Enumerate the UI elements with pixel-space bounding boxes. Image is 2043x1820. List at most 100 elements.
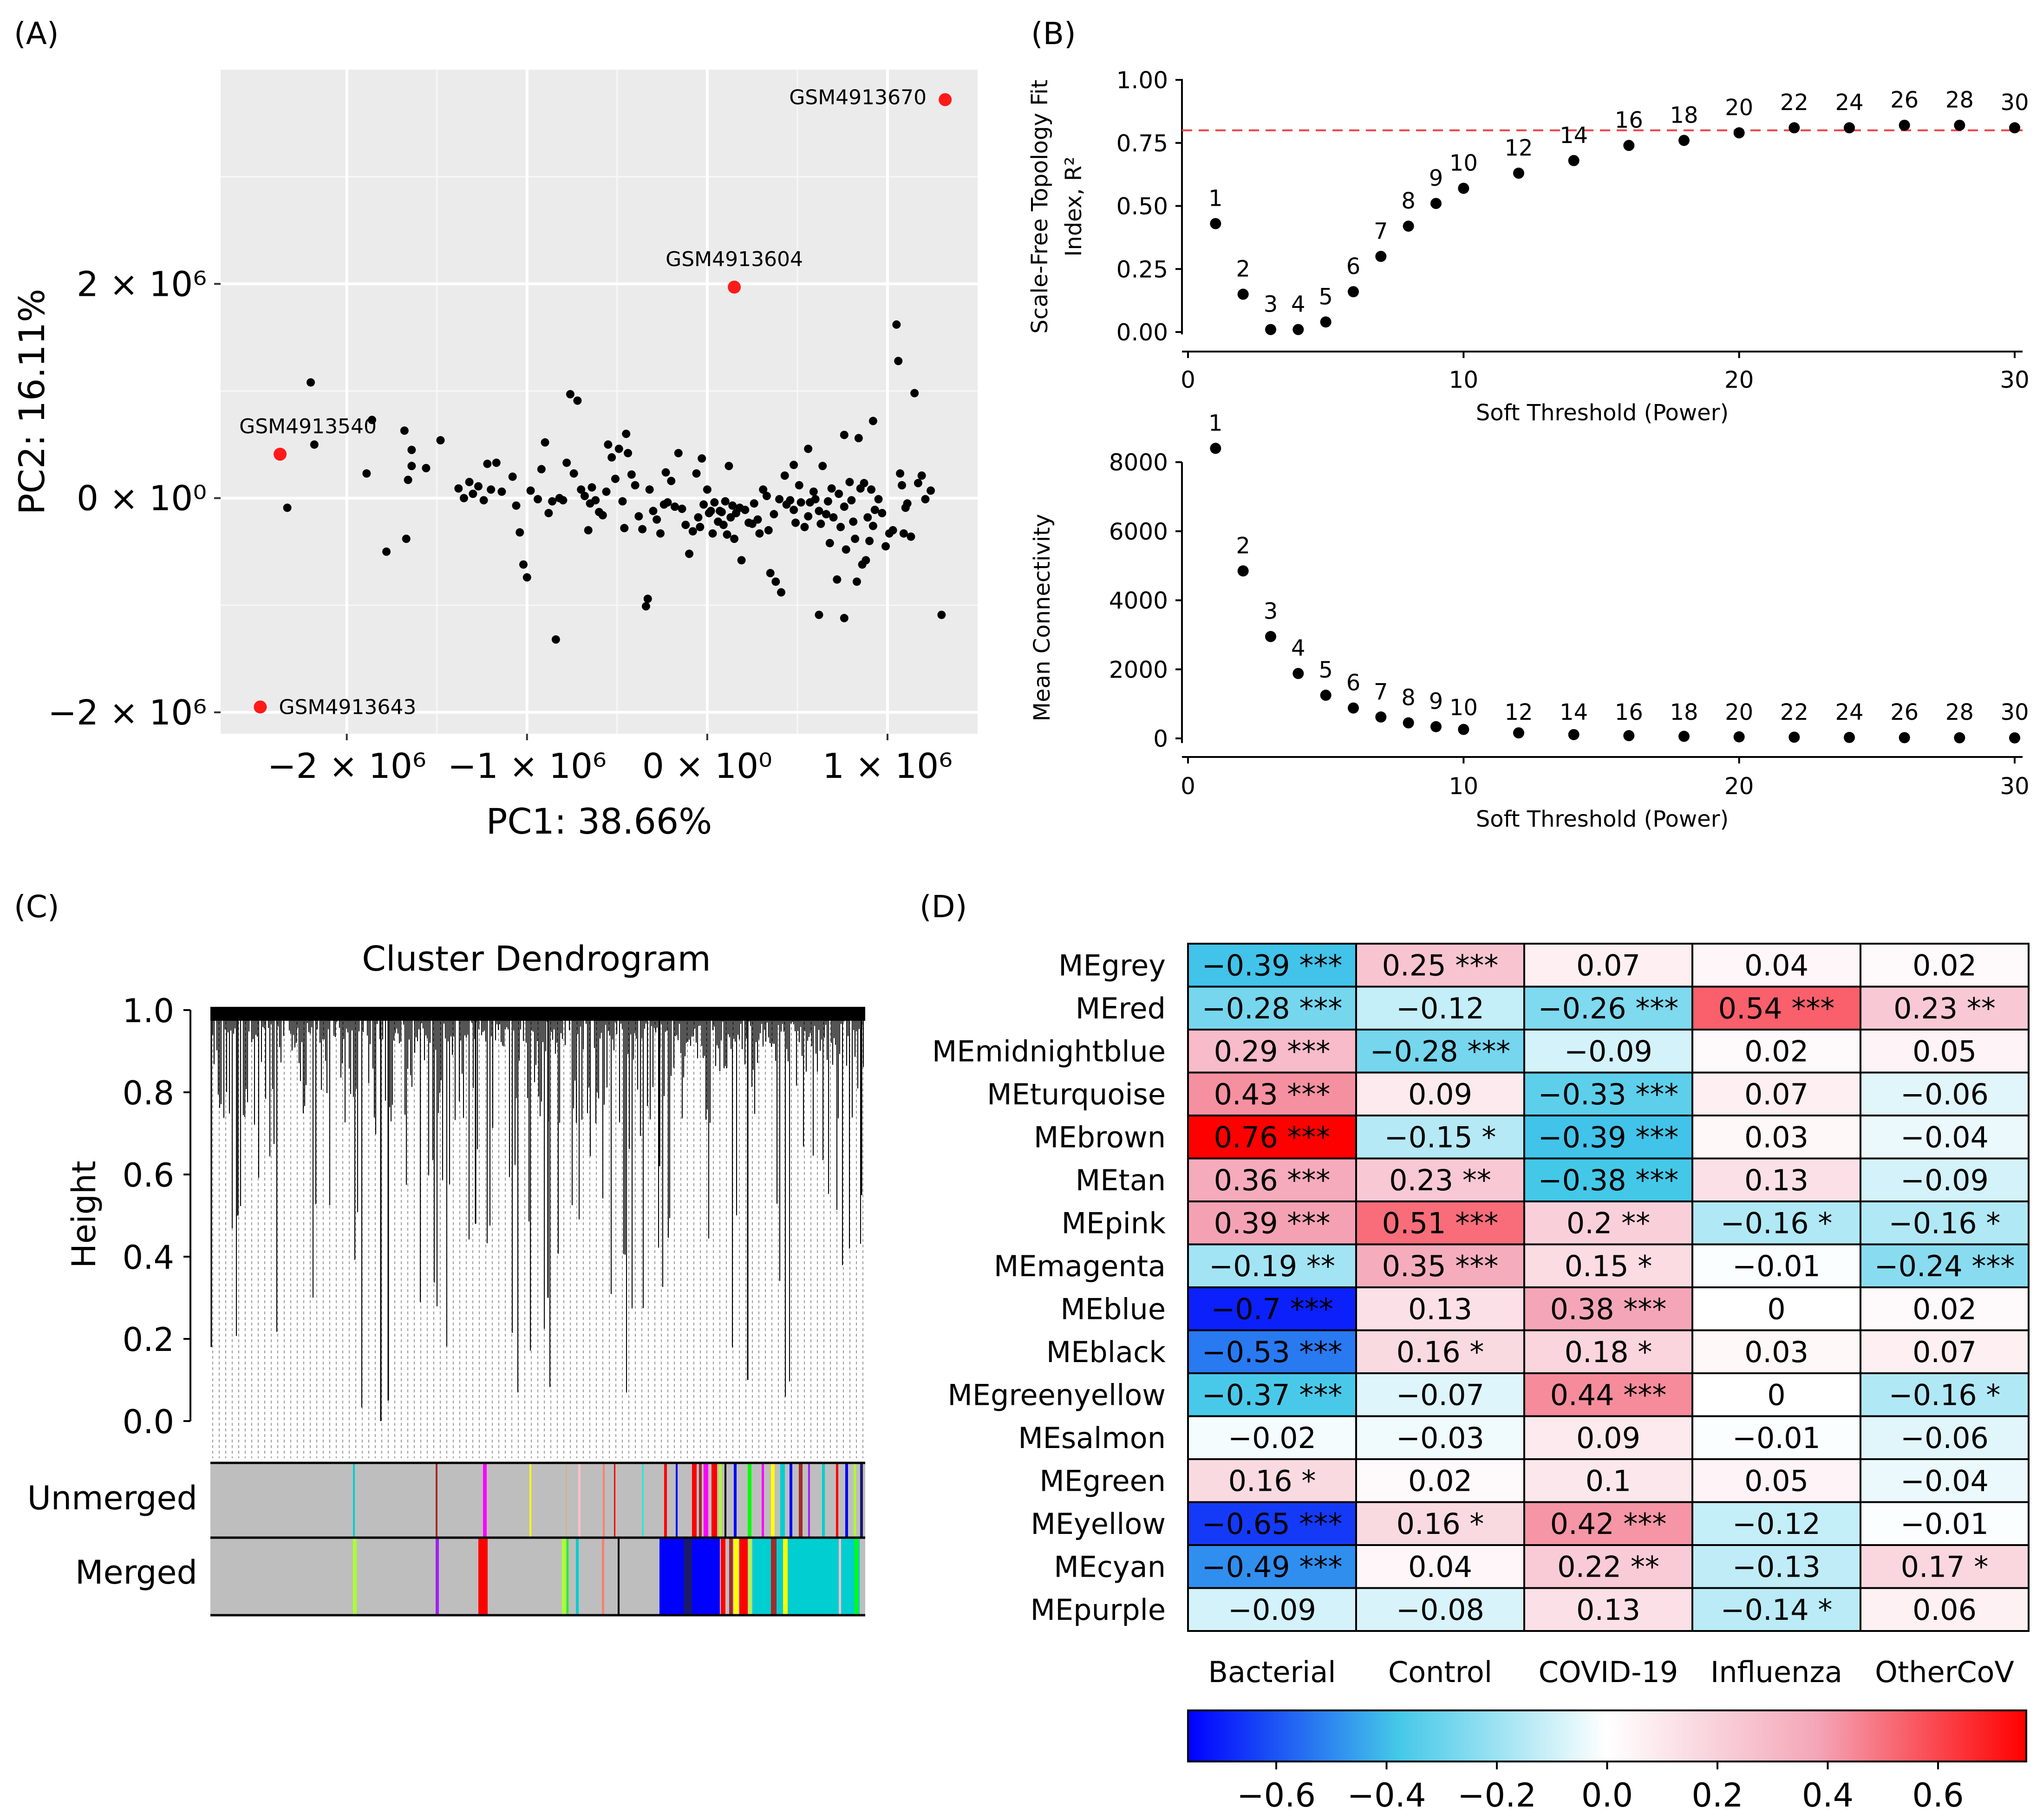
pca-point — [641, 602, 650, 611]
unmerged-module-bar — [845, 1463, 848, 1537]
heatmap-cell-label: −0.37 *** — [1202, 1378, 1343, 1412]
sft-point — [1733, 127, 1745, 139]
pca-point — [614, 444, 623, 453]
unmerged-module-bar — [725, 1463, 726, 1537]
heatmap-cell-label: 0.18 * — [1565, 1335, 1652, 1369]
heatmap-cell — [1523, 1071, 1693, 1116]
pca-x-tick-label: −1 × 10⁶ — [448, 746, 607, 786]
mc-point — [1513, 727, 1524, 739]
dendrogram-y-tick-label: 0.6 — [123, 1156, 174, 1194]
heatmap-cell-label: −0.65 *** — [1202, 1507, 1343, 1541]
heatmap-row-label: MEgreen — [1039, 1464, 1166, 1498]
sft-point-label: 20 — [1725, 95, 1753, 121]
pca-point — [699, 500, 708, 509]
heatmap-cell-label: 0.23 ** — [1893, 992, 1996, 1025]
merged-module-bar — [659, 1539, 684, 1615]
mc-point — [1788, 731, 1800, 743]
heatmap-cell-label: 0.39 *** — [1214, 1206, 1331, 1240]
pca-point — [678, 504, 686, 513]
mc-point — [1403, 717, 1414, 729]
mc-point — [1568, 729, 1580, 740]
mc-point — [1292, 668, 1304, 679]
pca-point — [631, 481, 640, 489]
pca-point — [755, 529, 764, 538]
merged-module-bar — [771, 1539, 777, 1615]
pca-point — [645, 485, 654, 494]
heatmap-cell — [1523, 943, 1693, 988]
pca-points — [283, 320, 946, 644]
pca-point — [777, 588, 785, 597]
pca-point — [717, 508, 726, 516]
mc-point — [1623, 730, 1635, 742]
pca-plot-background — [221, 70, 978, 734]
pca-point — [898, 481, 906, 489]
pca-point — [618, 497, 627, 506]
pca-point — [815, 610, 823, 619]
pca-point — [796, 498, 805, 507]
pca-point — [661, 468, 670, 477]
heatmap-cell — [1860, 1115, 2030, 1160]
heatmap-cell — [1860, 1029, 2030, 1074]
pca-point — [694, 513, 703, 522]
heatmap-cell-label: −0.16 * — [1889, 1378, 2001, 1412]
heatmap-cell — [1860, 1200, 2030, 1246]
heatmap-cells: −0.39 *** 0.25 *** 0.07 0.04 0.02 −0.28 *** −0… — [1187, 943, 2030, 1632]
heatmap-row-label: MEblue — [1060, 1292, 1166, 1326]
pca-point — [362, 469, 371, 478]
pca-point — [685, 549, 694, 558]
pca-x-tick-label: −2 × 10⁶ — [268, 746, 426, 786]
sft-y-tick-label: 0.50 — [1116, 193, 1168, 220]
heatmap-cell-label: 0.06 — [1912, 1593, 1977, 1627]
pca-point — [800, 522, 809, 531]
mc-y-tick-label: 6000 — [1109, 518, 1168, 545]
dendrogram-y-tick-label: 0.2 — [123, 1321, 174, 1359]
heatmap-cell — [1355, 1029, 1525, 1074]
pca-outlier-point — [939, 93, 952, 106]
heatmap-cell-label: −0.09 — [1228, 1593, 1316, 1627]
mc-point-label: 6 — [1346, 670, 1361, 696]
sft-point-label: 9 — [1429, 165, 1443, 191]
pca-y-tick-label: 2 × 10⁶ — [77, 264, 207, 304]
heatmap-cell — [1691, 1329, 1861, 1374]
pca-point — [804, 512, 813, 521]
heatmap-cell-label: −0.16 * — [1721, 1206, 1833, 1240]
pca-point — [487, 485, 496, 494]
unmerged-module-bar — [854, 1463, 856, 1537]
pca-point — [638, 525, 647, 534]
mc-x-tick-label: 0 — [1181, 773, 1195, 800]
sft-point — [1788, 122, 1800, 134]
heatmap-row-label: MEblack — [1046, 1335, 1166, 1369]
heatmap-cell-label: −0.12 — [1396, 992, 1484, 1025]
pca-point — [692, 469, 701, 478]
heatmap-cell-label: 0.09 — [1408, 1077, 1472, 1111]
mc-y-tick-label: 2000 — [1109, 656, 1168, 683]
dendrogram-y-tick-label: 1.0 — [123, 992, 174, 1030]
heatmap-cell — [1523, 1372, 1693, 1417]
mc-point — [1237, 565, 1249, 577]
pca-outlier-label: GSM4913540 — [239, 415, 377, 438]
unmerged-module-bar — [822, 1463, 825, 1537]
heatmap-cell-label: −0.13 — [1732, 1550, 1821, 1584]
heatmap-cell — [1187, 1329, 1357, 1374]
mc-point-label: 3 — [1264, 599, 1278, 625]
dendrogram-title: Cluster Dendrogram — [362, 939, 711, 979]
pca-point — [492, 458, 501, 467]
pca-point — [766, 569, 775, 578]
pca-point — [804, 444, 813, 453]
pca-point — [927, 486, 935, 495]
pca-point — [400, 426, 409, 435]
pca-point — [562, 458, 571, 467]
sft-x-tick-label: 20 — [1724, 366, 1754, 393]
pca-outlier-point — [274, 448, 287, 461]
mc-point-label: 24 — [1835, 699, 1863, 725]
heatmap-cell-label: 0.16 * — [1397, 1507, 1484, 1541]
heatmap-cell-label: −0.28 *** — [1202, 992, 1343, 1025]
sft-point — [1954, 119, 1965, 131]
heatmap-cell — [1523, 1329, 1693, 1374]
heatmap-cell-label: −0.08 — [1396, 1593, 1484, 1627]
dendrogram-y-tick-label: 0.4 — [123, 1239, 174, 1277]
merged-module-bar — [602, 1539, 604, 1615]
merged-module-bar — [729, 1539, 733, 1615]
colorbar-tick-label: 0.6 — [1912, 1776, 1964, 1814]
colorbar-tick-label: 0.4 — [1802, 1776, 1854, 1814]
